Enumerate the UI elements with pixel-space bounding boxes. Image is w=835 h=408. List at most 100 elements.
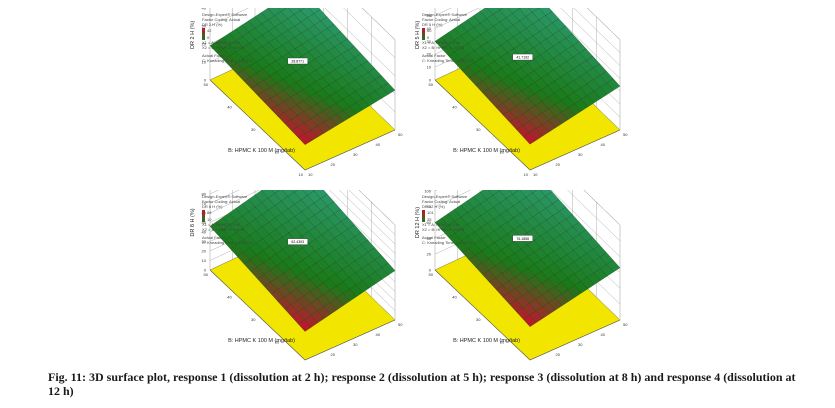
z-grid-line bbox=[583, 190, 621, 226]
legend-response: DR 8 H (%) bbox=[202, 204, 223, 209]
prediction-value: 28.8771 bbox=[291, 59, 304, 63]
z-grid-line bbox=[348, 190, 396, 235]
z-tick-label: 100 bbox=[424, 190, 431, 193]
surface-cell bbox=[509, 190, 520, 195]
x-tick-label: 10 bbox=[308, 172, 313, 177]
legend-x1: X1 = A: HPMC K 4 M bbox=[422, 222, 460, 227]
surface-plot-dr-2h: Design-Expert® Software Factor Coding: A… bbox=[190, 8, 420, 178]
z-tick-label: 30 bbox=[202, 23, 207, 28]
z-grid-line bbox=[434, 8, 621, 79]
floor-edge bbox=[209, 269, 396, 361]
legend-x1: X1 = A: HPMC K 4 M bbox=[422, 40, 460, 45]
legend-actual-factor: Actual Factor bbox=[202, 53, 226, 58]
z-tick-label: 0 bbox=[204, 268, 207, 273]
legend-x2: X2 = B: HPMC K 100 M bbox=[422, 45, 465, 50]
y-tick-label: 20 bbox=[500, 150, 505, 155]
x-tick-label: 50 bbox=[623, 132, 628, 137]
legend-software: Design-Expert® Software bbox=[422, 194, 468, 199]
z-axis-label: DR 8 H (%) bbox=[190, 208, 196, 236]
legend-color-scale: 86 10 bbox=[202, 209, 253, 222]
legend-response: DR 2 H (%) bbox=[202, 22, 223, 27]
x-tick-label: 40 bbox=[376, 332, 381, 337]
surface-cell bbox=[606, 259, 621, 273]
surface-cell bbox=[277, 8, 287, 12]
plot-legend: Design-Expert® Software Factor Coding: A… bbox=[422, 12, 473, 63]
z-grid-line bbox=[209, 8, 396, 76]
legend-x1: X1 = A: HPMC K 4 M bbox=[202, 40, 240, 45]
prediction-box bbox=[287, 57, 308, 65]
z-tick-label: 40 bbox=[202, 230, 207, 235]
floor-edge bbox=[209, 79, 396, 171]
surface-cell bbox=[271, 190, 280, 194]
legend-color-scale: 60 0 bbox=[422, 27, 473, 40]
prediction-value: 62.4393 bbox=[291, 240, 304, 244]
x-tick-label: 30 bbox=[578, 342, 583, 347]
y-tick-label: 20 bbox=[275, 340, 280, 345]
legend-software: Design-Expert® Software bbox=[202, 12, 248, 17]
figure-caption: Fig. 11: 3D surface plot, response 1 (di… bbox=[48, 370, 796, 398]
surface-cell bbox=[497, 8, 504, 11]
z-grid-line bbox=[361, 8, 396, 40]
legend-x2: X2 = B: HPMC K 100 M bbox=[202, 45, 245, 50]
y-axis-label: B: HPMC K 100 M (mg/tab) bbox=[228, 338, 295, 344]
x-tick-label: 10 bbox=[533, 172, 538, 177]
y-tick-label: 10 bbox=[524, 172, 529, 177]
y-tick-label: 30 bbox=[476, 127, 481, 132]
surface-svg: 0102030405028.877110203040501020304050A:… bbox=[190, 8, 403, 177]
z-tick-label: 50 bbox=[202, 220, 207, 225]
z-grid-line bbox=[209, 190, 396, 245]
surface-cell bbox=[298, 8, 305, 11]
legend-high: 101 bbox=[427, 209, 434, 215]
x-tick-label: 30 bbox=[353, 342, 358, 347]
z-tick-label: 20 bbox=[427, 252, 432, 257]
z-tick-label: 10 bbox=[202, 59, 207, 64]
legend-high: 42 bbox=[207, 27, 212, 33]
legend-actual-factor: Actual Factor bbox=[422, 235, 446, 240]
legend-high: 60 bbox=[427, 27, 432, 33]
z-tick-label: 10 bbox=[427, 65, 432, 70]
y-tick-label: 50 bbox=[429, 272, 434, 277]
z-tick-label: 0 bbox=[429, 78, 432, 83]
legend-software: Design-Expert® Software bbox=[202, 194, 248, 199]
plot-legend: Design-Expert® Software Factor Coding: A… bbox=[202, 12, 253, 63]
prediction-value: 76.1858 bbox=[516, 237, 529, 241]
floor-edge bbox=[434, 79, 621, 171]
z-tick-label: 20 bbox=[202, 249, 207, 254]
legend-actual-factor: Actual Factor bbox=[422, 53, 446, 58]
y-tick-label: 50 bbox=[204, 82, 209, 87]
x-tick-label: 20 bbox=[556, 352, 561, 357]
z-tick-label: 40 bbox=[427, 26, 432, 31]
y-tick-label: 40 bbox=[227, 105, 232, 110]
prediction-box bbox=[287, 238, 308, 245]
z-grid-line bbox=[586, 8, 621, 40]
surface-cell bbox=[292, 190, 298, 193]
x-tick-label: 50 bbox=[398, 132, 403, 137]
z-grid-line bbox=[343, 8, 396, 58]
x-tick-label: 50 bbox=[623, 322, 628, 327]
y-axis-label: B: HPMC K 100 M (mg/tab) bbox=[228, 148, 295, 154]
response-surface bbox=[209, 190, 396, 332]
response-surface bbox=[434, 190, 621, 327]
legend-software: Design-Expert® Software bbox=[422, 12, 468, 17]
legend-coding: Factor Coding: Actual bbox=[422, 199, 461, 204]
z-grid-line bbox=[434, 190, 621, 257]
z-tick-label: 10 bbox=[202, 258, 207, 263]
plot-legend: Design-Expert® Software Factor Coding: A… bbox=[422, 194, 473, 245]
legend-low: 0 bbox=[207, 34, 210, 40]
z-tick-label: 40 bbox=[427, 236, 432, 241]
y-tick-label: 30 bbox=[476, 317, 481, 322]
z-tick-label: 80 bbox=[427, 204, 432, 209]
z-tick-label: 80 bbox=[202, 192, 207, 197]
surface-plot-dr-8h: Design-Expert® Software Factor Coding: A… bbox=[190, 190, 420, 362]
y-tick-label: 30 bbox=[251, 317, 256, 322]
response-surface bbox=[209, 8, 396, 145]
y-tick-label: 50 bbox=[429, 82, 434, 87]
legend-factor-c: C: Kneading Time = 120.002 bbox=[422, 58, 473, 63]
z-grid-line bbox=[209, 190, 396, 264]
z-grid-line bbox=[358, 190, 396, 226]
z-tick-label: 70 bbox=[202, 201, 207, 206]
legend-coding: Factor Coding: Actual bbox=[422, 17, 461, 22]
z-axis-label: DR 12 H (%) bbox=[415, 207, 421, 238]
legend-coding: Factor Coding: Actual bbox=[202, 17, 241, 22]
surface-plot-dr-12h: Design-Expert® Software Factor Coding: A… bbox=[415, 190, 645, 362]
